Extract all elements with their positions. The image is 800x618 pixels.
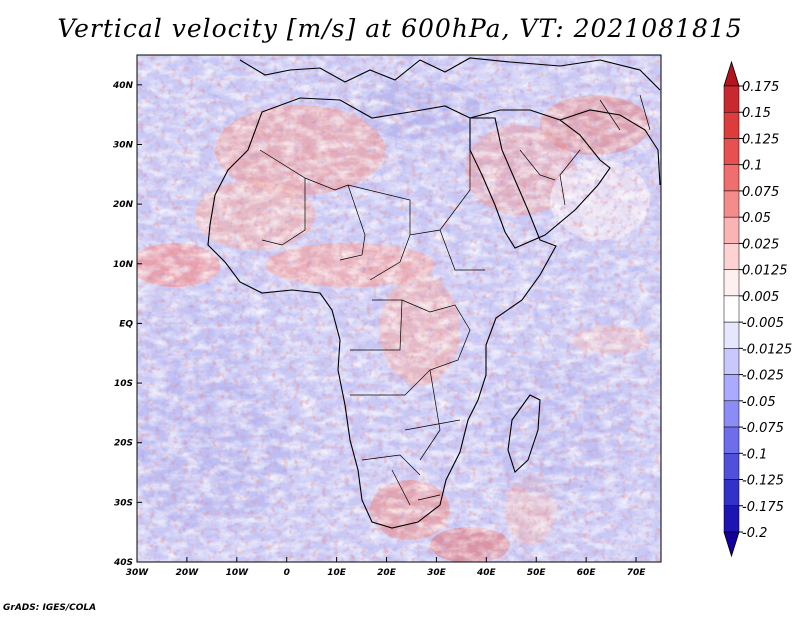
lat-tick-label: 40N: [112, 81, 134, 91]
colorbar-label: -0.1: [742, 447, 767, 462]
plot-frame: [136, 54, 662, 563]
colorbar-label: 0.05: [742, 211, 771, 226]
lat-tick-label: 30N: [113, 140, 134, 150]
colorbar-label: -0.2: [742, 526, 767, 541]
colorbar-box: [723, 295, 740, 323]
colorbar-box: [723, 85, 740, 113]
colorbar-label: -0.175: [742, 500, 784, 515]
lon-tick-label: 60E: [577, 568, 597, 578]
lat-tick-label: 10N: [113, 260, 134, 270]
colorbar-box: [723, 138, 740, 165]
lon-tick-label: 10W: [226, 568, 250, 578]
colorbar-label: 0.075: [742, 185, 779, 200]
lat-tick-label: 20S: [114, 439, 133, 449]
lat-tick-label: EQ: [119, 319, 133, 329]
colorbar-label: 0.025: [742, 237, 779, 252]
colorbar-box: [723, 269, 740, 297]
map-title: Vertical velocity [m/s] at 600hPa, VT: 2…: [57, 14, 743, 43]
lon-tick-label: 30E: [427, 568, 447, 578]
arabia-coastline: [469, 109, 611, 249]
colorbar-box: [723, 453, 740, 480]
country-borders: [259, 94, 651, 506]
colorbar-bottom-arrow: [723, 531, 740, 558]
lat-tick-label: 20N: [113, 200, 134, 210]
lat-tick-label: 10S: [114, 379, 133, 389]
colorbar-top-arrow: [723, 60, 740, 87]
lon-tick-label: 20E: [377, 568, 397, 578]
lat-tick-label: 30S: [114, 498, 133, 508]
lon-tick-label: 0: [284, 568, 290, 578]
colorbar-box: [723, 111, 740, 139]
africa-coastline: [207, 97, 557, 529]
colorbar-box: [723, 374, 740, 402]
madagascar-coastline: [507, 394, 541, 473]
colorbar-label: 0.0125: [742, 264, 788, 279]
colorbar-box: [723, 400, 740, 428]
asia-coastline: [559, 109, 661, 186]
colorbar-label: -0.0125: [742, 342, 792, 357]
colorbar-label: -0.075: [742, 421, 784, 436]
lon-tick-label: 40E: [476, 568, 497, 578]
colorbar-label: -0.125: [742, 474, 784, 489]
colorbar-box: [723, 321, 740, 349]
coastline-layer: [207, 57, 661, 529]
lon-tick-label: 70E: [627, 568, 647, 578]
lon-tick-label: 30W: [126, 568, 150, 578]
colorbar-box: [723, 348, 740, 375]
europe-coastline: [239, 57, 661, 91]
colorbar-box: [723, 164, 740, 192]
colorbar-label: -0.025: [742, 369, 784, 384]
shaded-field: [137, 55, 661, 562]
colorbar-label: 0.15: [742, 106, 771, 121]
colorbar-label: 0.1: [742, 159, 763, 174]
lat-tick-label: 40S: [113, 558, 133, 568]
colorbar-label: 0.005: [742, 290, 779, 305]
colorbar-label: 0.125: [742, 132, 779, 147]
colorbar-box: [723, 243, 740, 270]
colorbar-label: 0.175: [742, 80, 779, 95]
axis-ticks: 30W 20W 10W 0 10E 20E 30E 40E 50E 60E 70E 40N 30N 20N…: [112, 81, 646, 578]
colorbar-label: -0.005: [742, 316, 784, 331]
lon-tick-label: 20W: [176, 568, 200, 578]
colorbar-box: [723, 216, 740, 244]
colorbar-labels: 0.175 0.15 0.125 0.1 0.075 0.05 0.025 0.0125 0.0…: [739, 80, 792, 541]
colorbar-box: [723, 426, 740, 454]
lon-tick-label: 10E: [327, 568, 347, 578]
colorbar-box: [723, 190, 740, 218]
border-layer: [259, 94, 651, 506]
colorbar-boxes: [723, 60, 740, 558]
colorbar-box: [723, 505, 740, 533]
lon-tick-label: 50E: [527, 568, 547, 578]
credit-text: GrADS: IGES/COLA: [3, 603, 97, 613]
colorbar-box: [723, 479, 740, 507]
colorbar-label: -0.05: [742, 395, 776, 410]
